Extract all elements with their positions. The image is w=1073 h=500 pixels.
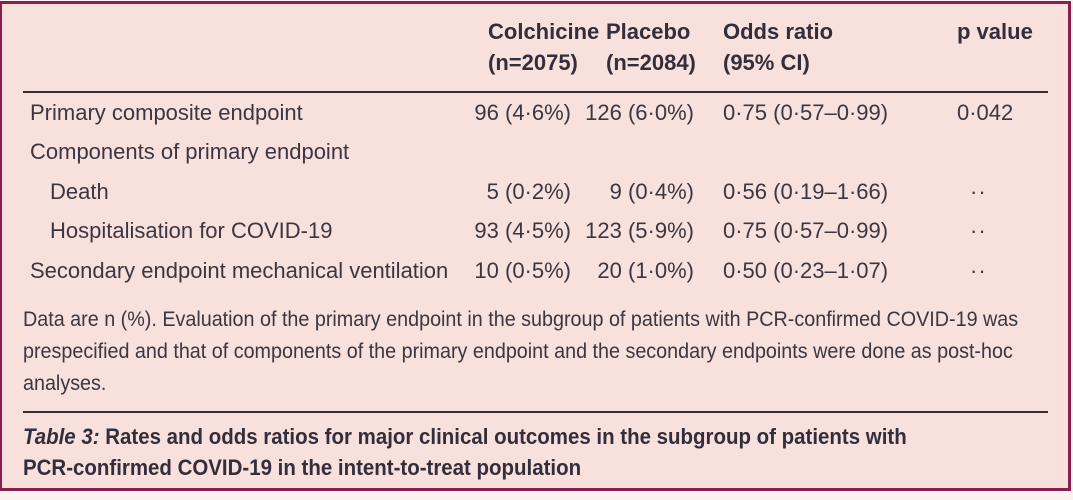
colchicine-value: 5 (0·2%): [486, 178, 571, 204]
results-table-card: Colchicine (n=2075) Placebo (n=2084) Odd…: [0, 1, 1071, 491]
footnote-line: Data are n (%). Evaluation of the primar…: [23, 307, 1019, 331]
header-placebo: Placebo (n=2084): [573, 16, 698, 78]
footnote-line: analyses.: [23, 371, 107, 395]
header-colchicine-line2: (n=2075): [488, 50, 578, 75]
p-value: ··: [970, 178, 987, 204]
placebo-value: 126 (6·0%): [585, 99, 694, 125]
header-divider-line: [23, 91, 1048, 93]
p-value: ··: [970, 257, 987, 283]
header-colchicine: Colchicine (n=2075): [473, 16, 600, 78]
header-placebo-line2: (n=2084): [606, 50, 696, 75]
caption-divider-line: [23, 410, 1048, 413]
row-label: Secondary endpoint mechanical ventilatio…: [30, 257, 449, 283]
p-value: 0·042: [957, 99, 1014, 125]
odds-ratio-value: 0·50 (0·23–1·07): [723, 257, 889, 283]
table-caption: Table 3: Rates and odds ratios for major…: [23, 421, 1068, 483]
row-label: Death: [50, 178, 109, 204]
colchicine-value: 93 (4·5%): [474, 218, 571, 244]
header-outcome-column: [23, 16, 473, 78]
row-label: Components of primary endpoint: [30, 139, 350, 165]
table-header-row: Colchicine (n=2075) Placebo (n=2084) Odd…: [23, 16, 1048, 78]
placebo-value: 123 (5·9%): [585, 218, 694, 244]
caption-line1: Table 3: Rates and odds ratios for major…: [23, 421, 995, 452]
header-placebo-line1: Placebo: [606, 19, 691, 44]
odds-ratio-value: 0·75 (0·57–0·99): [723, 218, 889, 244]
placebo-value: 9 (0·4%): [609, 178, 694, 204]
placebo-value: 20 (1·0%): [597, 257, 694, 283]
colchicine-value: 96 (4·6%): [474, 99, 571, 125]
caption-title-part1: Rates and odds ratios for major clinical…: [99, 423, 907, 449]
header-odds-ratio-line2: (95% CI): [723, 50, 810, 75]
odds-ratio-value: 0·75 (0·57–0·99): [723, 99, 889, 125]
header-odds-ratio: Odds ratio (95% CI): [698, 16, 953, 78]
table-row: Death 5 (0·2%) 9 (0·4%) 0·56 (0·19–1·66)…: [23, 172, 1048, 212]
table-row: Primary composite endpoint 96 (4·6%) 126…: [23, 93, 1048, 133]
caption-line2: PCR-confirmed COVID-19 in the intent-to-…: [23, 454, 582, 480]
table-footnote: Data are n (%). Evaluation of the primar…: [23, 304, 1068, 400]
footnote-line: prespecified and that of components of t…: [23, 339, 1013, 363]
header-colchicine-line1: Colchicine: [488, 19, 600, 44]
odds-ratio-value: 0·56 (0·19–1·66): [723, 178, 889, 204]
table-body: Primary composite endpoint 96 (4·6%) 126…: [2, 93, 1068, 291]
row-label: Primary composite endpoint: [30, 99, 303, 125]
table-row: Hospitalisation for COVID-19 93 (4·5%) 1…: [23, 212, 1048, 252]
table-row: Components of primary endpoint: [23, 133, 1048, 173]
row-label: Hospitalisation for COVID-19: [50, 218, 333, 244]
caption-table-number: Table 3:: [23, 423, 100, 449]
p-value: ··: [970, 218, 987, 244]
header-odds-ratio-line1: Odds ratio: [723, 19, 834, 44]
table-row: Secondary endpoint mechanical ventilatio…: [23, 251, 1048, 291]
colchicine-value: 10 (0·5%): [474, 257, 571, 283]
header-p-value: p value: [957, 19, 1033, 44]
